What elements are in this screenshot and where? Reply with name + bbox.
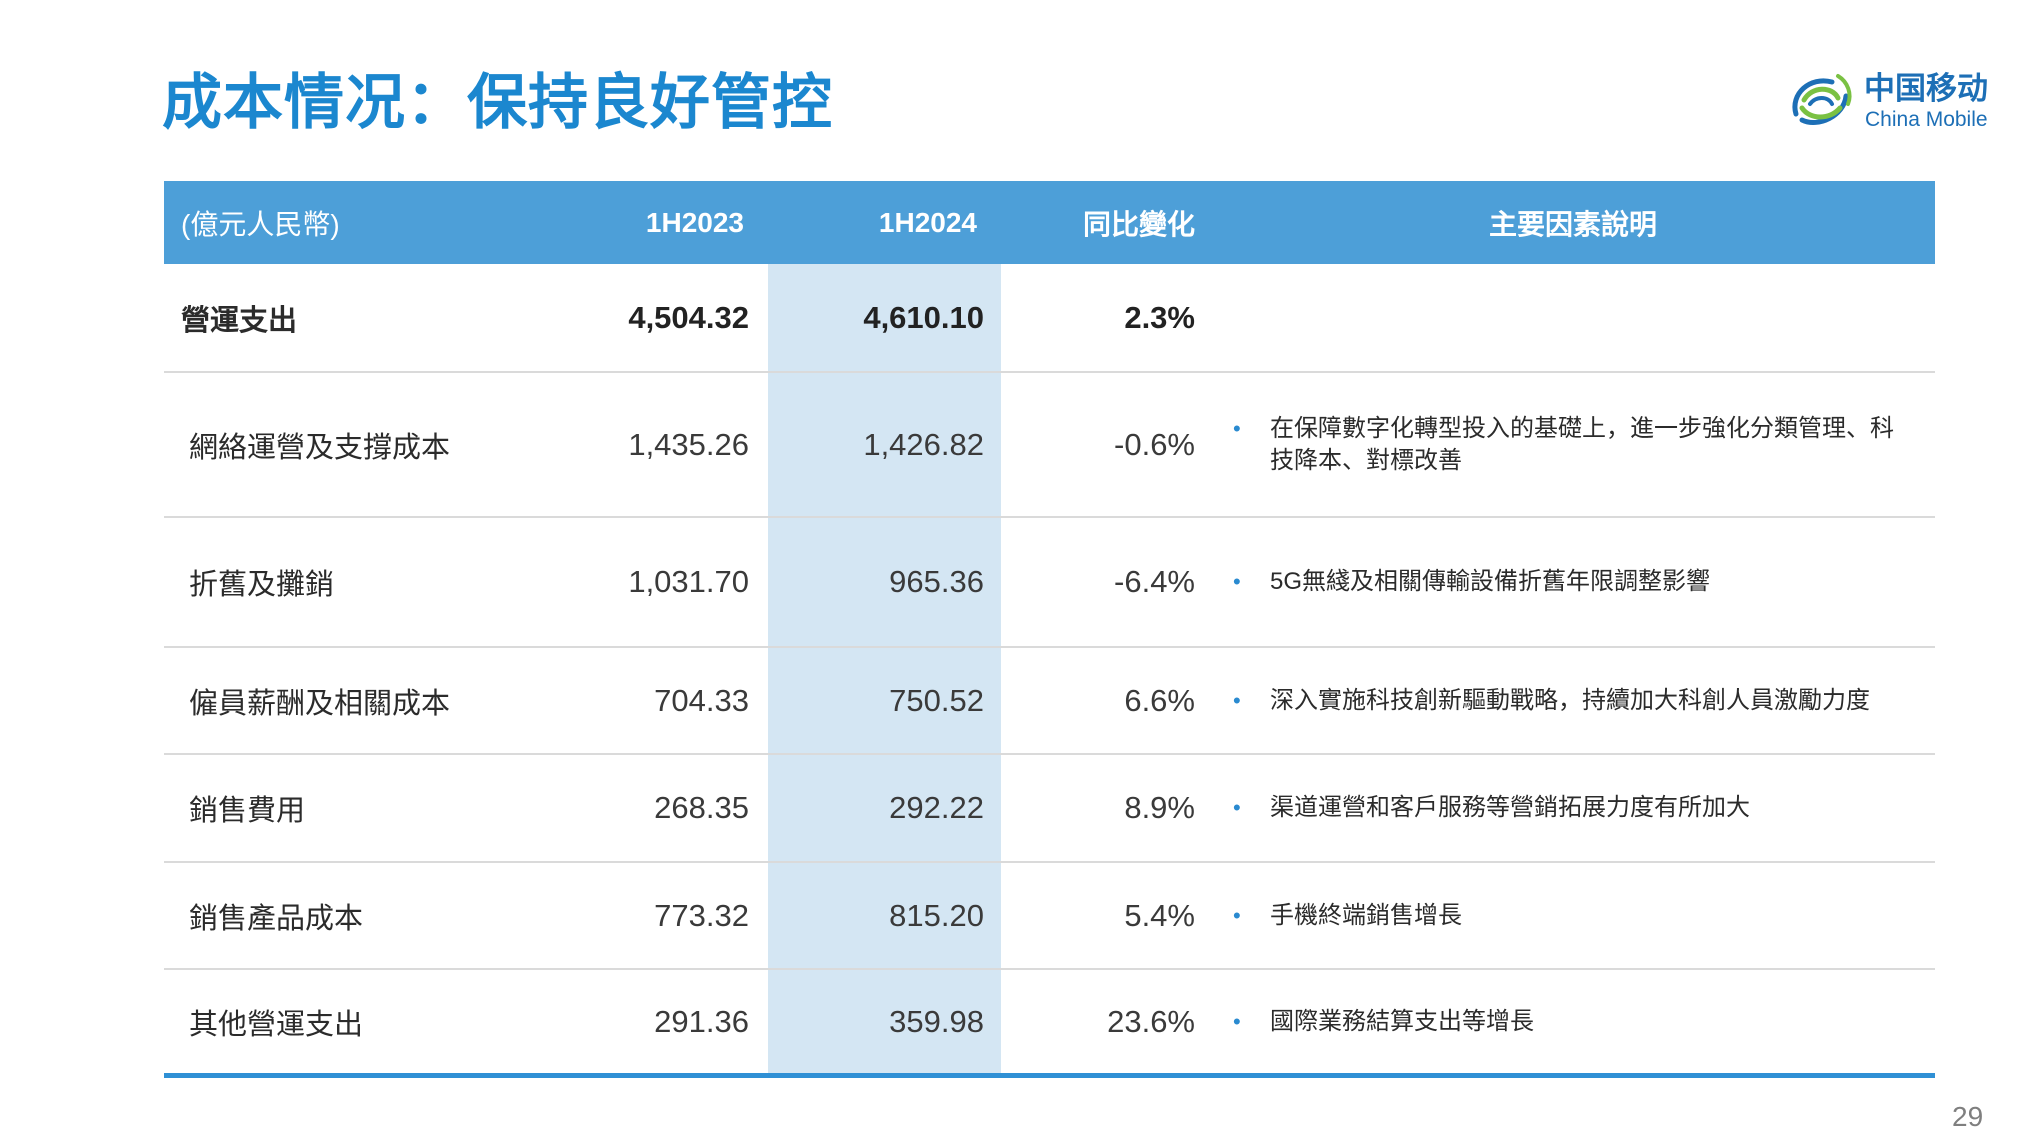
row-1h2024: 965.36: [768, 518, 1001, 646]
row-item: 營運支出: [181, 304, 298, 337]
header-1h2023: 1H2023: [645, 206, 744, 238]
bullet-icon: •: [1233, 902, 1241, 928]
table-header: (億元人民幣) 1H2023 1H2024 同比變化 主要因素說明: [164, 181, 1935, 264]
row-change: 6.6%: [1124, 682, 1195, 718]
row-change: 8.9%: [1124, 790, 1195, 825]
row-factor: • 在保障數字化轉型投入的基礎上，進一步強化分類管理、科技降本、對標改善: [1211, 373, 1935, 516]
row-1h2024: 359.98: [768, 970, 1001, 1073]
page-title: 成本情况：保持良好管控: [162, 69, 833, 136]
row-factor: • 5G無綫及相關傳輸設備折舊年限調整影響: [1211, 518, 1935, 646]
row-factor: • 國際業務結算支出等增長: [1211, 970, 1935, 1073]
cost-table: (億元人民幣) 1H2023 1H2024 同比變化 主要因素說明 營運支出 4…: [164, 181, 1935, 1078]
row-1h2024: 815.20: [768, 863, 1001, 968]
row-change: -6.4%: [1114, 564, 1195, 599]
logo-name-en: China Mobile: [1865, 108, 1988, 131]
row-change: 5.4%: [1124, 897, 1195, 933]
row-1h2023: 268.35: [654, 790, 749, 825]
page-number: 29: [1952, 1101, 1984, 1132]
row-item: 其他營運支出: [189, 1008, 364, 1041]
table-row: 銷售產品成本 773.32 815.20 5.4% • 手機終端銷售增長: [164, 863, 1935, 970]
row-factor: • 手機終端銷售增長: [1211, 863, 1935, 968]
table-row: 網絡運營及支撐成本 1,435.26 1,426.82 -0.6% • 在保障數…: [164, 373, 1935, 518]
row-change: 2.3%: [1124, 299, 1195, 335]
row-change: -0.6%: [1114, 426, 1195, 462]
row-1h2023: 291.36: [654, 1003, 749, 1039]
china-mobile-logo: 中国移动 China Mobile: [1788, 70, 2008, 136]
bullet-icon: •: [1233, 795, 1241, 820]
row-factor: • 渠道運營和客戶服務等營銷拓展力度有所加大: [1211, 755, 1935, 861]
row-factor: • 深入實施科技創新驅動戰略，持續加大科創人員激勵力度: [1211, 648, 1935, 753]
row-1h2023: 1,435.26: [628, 426, 749, 462]
row-factor-text: 渠道運營和客戶服務等營銷拓展力度有所加大: [1270, 794, 1750, 821]
table-row: 僱員薪酬及相關成本 704.33 750.52 6.6% • 深入實施科技創新驅…: [164, 648, 1935, 755]
row-item: 僱員薪酬及相關成本: [189, 687, 451, 720]
table-row: 其他營運支出 291.36 359.98 23.6% • 國際業務結算支出等增長: [164, 970, 1935, 1078]
table-row: 銷售費用 268.35 292.22 8.9% • 渠道運營和客戶服務等營銷拓展…: [164, 755, 1935, 863]
row-1h2024: 4,610.10: [768, 264, 1001, 371]
row-1h2023: 1,031.70: [628, 564, 749, 599]
logo-name-cn: 中国移动: [1864, 71, 1988, 106]
row-factor-text: 深入實施科技創新驅動戰略，持續加大科創人員激勵力度: [1270, 686, 1870, 714]
bullet-icon: •: [1233, 415, 1241, 441]
row-1h2024: 750.52: [768, 648, 1001, 753]
row-item: 網絡運營及支撐成本: [189, 431, 451, 464]
header-key-factors: 主要因素說明: [1488, 208, 1657, 240]
row-factor-text: 5G無綫及相關傳輸設備折舊年限調整影響: [1270, 568, 1711, 595]
header-unit: (億元人民幣): [181, 208, 340, 240]
row-1h2023: 773.32: [654, 897, 749, 933]
row-1h2023: 4,504.32: [628, 299, 749, 335]
header-1h2024: 1H2024: [878, 206, 977, 238]
bullet-icon: •: [1233, 1008, 1241, 1034]
table-row-total: 營運支出 4,504.32 4,610.10 2.3%: [164, 264, 1935, 373]
table-row: 折舊及攤銷 1,031.70 965.36 -6.4% • 5G無綫及相關傳輸設…: [164, 518, 1935, 648]
row-factor-text: 國際業務結算支出等增長: [1270, 1007, 1534, 1035]
row-factor-empty: [1211, 264, 1935, 371]
row-item: 銷售費用: [189, 795, 306, 827]
row-1h2024: 1,426.82: [768, 373, 1001, 516]
row-factor-text: 手機終端銷售增長: [1270, 901, 1462, 929]
china-mobile-logo-icon: [1792, 74, 1852, 125]
row-change: 23.6%: [1107, 1003, 1195, 1039]
header-yoy-change: 同比變化: [1082, 208, 1195, 240]
row-1h2024: 292.22: [768, 755, 1001, 861]
row-item: 銷售產品成本: [189, 902, 364, 935]
row-1h2023: 704.33: [654, 682, 749, 718]
bullet-icon: •: [1233, 569, 1241, 594]
bullet-icon: •: [1233, 687, 1241, 713]
row-item: 折舊及攤銷: [189, 569, 335, 601]
row-factor-text: 在保障數字化轉型投入的基礎上，進一步強化分類管理、科技降本、對標改善: [1270, 414, 1894, 474]
